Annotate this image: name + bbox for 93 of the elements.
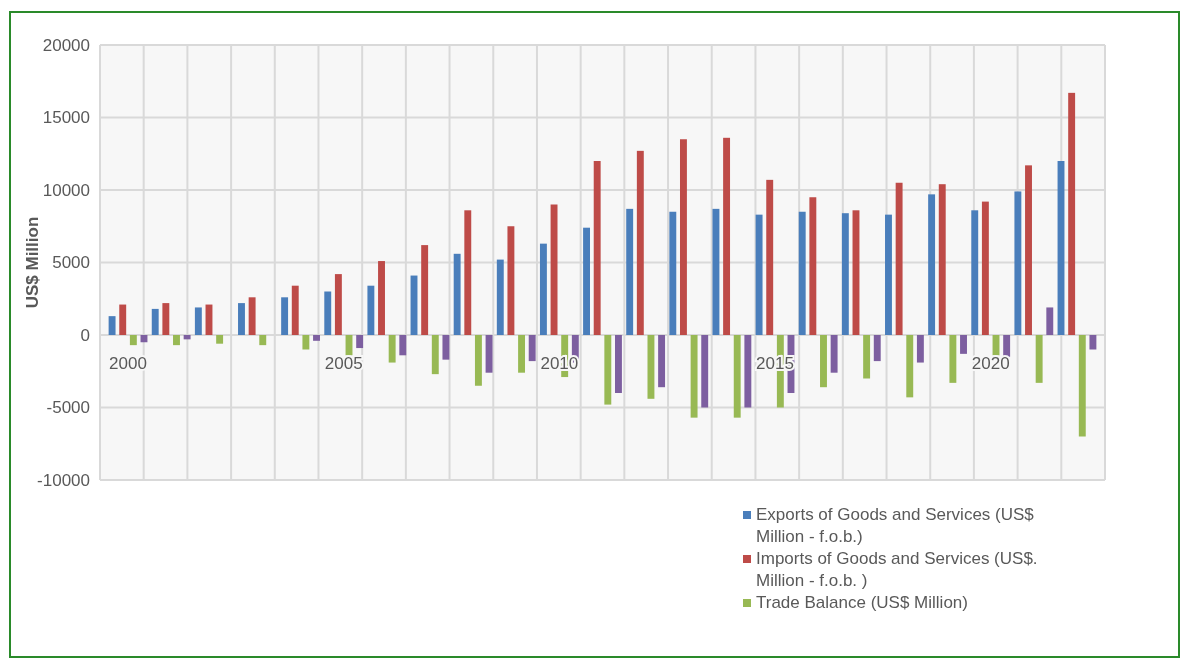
bar	[981, 201, 989, 335]
y-tick-label: 15000	[42, 108, 90, 128]
bar	[108, 316, 116, 335]
bar	[895, 182, 903, 335]
bar	[1089, 335, 1097, 350]
bar	[334, 274, 342, 335]
bar	[798, 211, 806, 335]
bar	[453, 253, 461, 335]
bar	[658, 335, 666, 388]
bar	[863, 335, 871, 379]
bar	[528, 335, 536, 362]
legend-label: Trade Balance (US$ Million)	[756, 593, 968, 612]
legend-label: Imports of Goods and Services (US$. Million - f.o.b. )	[756, 549, 1038, 590]
bar	[885, 214, 892, 335]
bar	[259, 335, 267, 346]
bar	[712, 208, 720, 335]
bar	[809, 197, 817, 335]
bar	[388, 335, 396, 363]
y-tick-label: 10000	[42, 180, 90, 200]
y-axis-title: US$ Million	[23, 216, 42, 309]
y-tick-label: 20000	[42, 35, 90, 55]
bar	[550, 204, 558, 335]
bar	[873, 335, 881, 362]
bar	[474, 335, 482, 386]
bar	[194, 307, 202, 335]
y-tick-label: 5000	[52, 253, 90, 273]
bar	[431, 335, 439, 375]
bar	[313, 335, 320, 341]
bar	[356, 335, 364, 349]
bar	[119, 304, 127, 335]
bar	[1014, 191, 1022, 335]
bar	[281, 297, 289, 335]
bar	[378, 261, 385, 335]
bar	[518, 335, 526, 373]
bar	[626, 208, 634, 335]
bar	[216, 335, 224, 344]
bar	[971, 210, 979, 335]
bar	[615, 335, 622, 393]
bar	[302, 335, 310, 350]
bar	[841, 213, 849, 335]
bar	[496, 259, 504, 335]
bar	[949, 335, 957, 383]
bar	[830, 335, 838, 373]
bar	[442, 335, 450, 360]
bar	[938, 184, 946, 335]
legend-label: Exports of Goods and Services (US$ Million - f.o.b.)	[756, 505, 1035, 546]
bar	[593, 161, 601, 335]
bar	[701, 335, 709, 408]
bar	[421, 245, 429, 335]
bar	[238, 303, 245, 335]
bar	[367, 285, 375, 335]
bar	[906, 335, 914, 398]
x-tick-label: 2005	[324, 354, 363, 373]
bar	[916, 335, 924, 363]
bar	[151, 308, 159, 335]
bar	[183, 335, 191, 340]
bar	[820, 335, 827, 388]
bar	[928, 194, 936, 335]
bar	[604, 335, 612, 405]
bar	[1068, 92, 1076, 335]
bar	[669, 211, 677, 335]
bar	[766, 179, 774, 335]
bar	[173, 335, 180, 346]
bar	[583, 227, 590, 335]
bar	[647, 335, 655, 399]
bar	[1046, 307, 1054, 335]
bar	[162, 303, 170, 335]
bar	[723, 137, 731, 335]
bar	[960, 335, 967, 354]
bar	[324, 291, 332, 335]
bar	[507, 226, 515, 335]
bar	[744, 335, 752, 408]
y-tick-label: 0	[80, 325, 90, 345]
bar	[1078, 335, 1086, 437]
bar	[755, 214, 763, 335]
bar	[464, 210, 472, 335]
bar	[733, 335, 741, 418]
y-tick-label: -5000	[46, 398, 90, 418]
bar	[679, 139, 687, 335]
x-tick-label: 2000	[109, 354, 147, 373]
bar	[485, 335, 493, 373]
x-tick-label: 2020	[971, 354, 1010, 373]
bar	[291, 285, 299, 335]
bar	[1035, 335, 1043, 383]
bar	[636, 150, 644, 335]
bar	[1003, 335, 1011, 357]
bar	[690, 335, 698, 418]
bar	[539, 243, 547, 335]
y-tick-label: -10000	[37, 470, 90, 490]
bar	[399, 335, 407, 356]
bar	[129, 335, 137, 346]
bar	[248, 297, 256, 335]
bar	[1025, 165, 1032, 335]
